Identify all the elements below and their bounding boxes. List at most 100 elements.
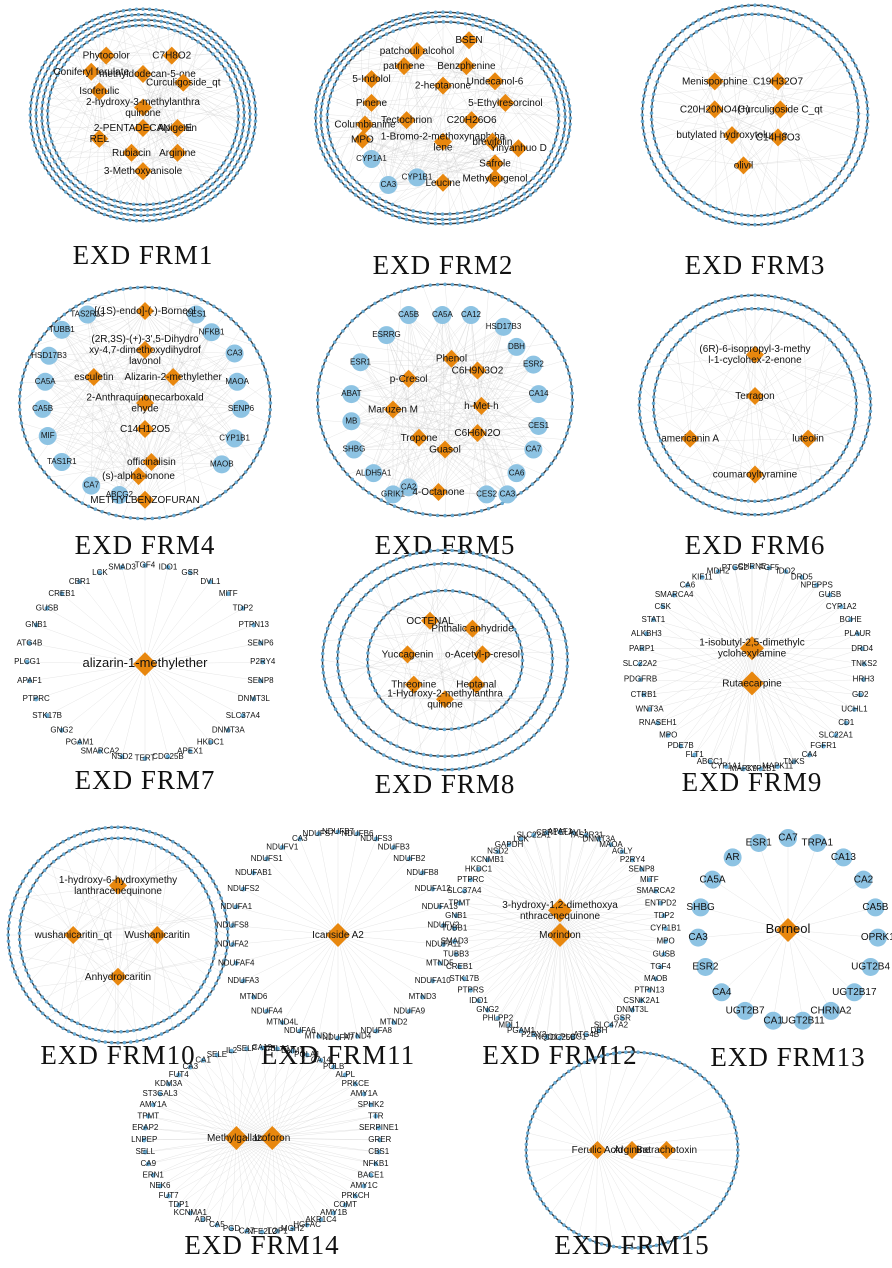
target-label: CD1 — [838, 718, 855, 727]
target-node — [847, 439, 851, 443]
target-label: AR — [726, 852, 740, 863]
target-node — [707, 759, 713, 765]
target-node — [809, 18, 814, 22]
target-node — [471, 751, 475, 755]
target-node — [50, 846, 55, 851]
target-node — [147, 829, 152, 834]
target-node — [669, 478, 673, 483]
target-node — [498, 210, 502, 215]
target-node — [385, 576, 390, 581]
target-node — [746, 512, 751, 517]
target-node — [67, 186, 72, 190]
target-node — [835, 52, 840, 56]
target-node — [834, 461, 838, 465]
target-node — [145, 213, 150, 218]
compound-label: olivil — [734, 160, 753, 171]
target-node — [646, 877, 652, 883]
target-node — [37, 89, 41, 94]
target-node — [201, 43, 206, 48]
target-node — [15, 890, 19, 895]
target-node — [61, 161, 65, 166]
target-node — [342, 1202, 348, 1208]
target-node — [244, 155, 249, 159]
target-node — [75, 48, 79, 53]
compound-label: 1-isobutyl-2,5-dimethylc yclohexylamine — [699, 637, 805, 659]
target-node — [107, 290, 111, 294]
target-label: NDUFA8 — [360, 1026, 392, 1035]
target-node — [330, 169, 335, 173]
target-node — [43, 137, 47, 141]
target-node — [246, 130, 251, 135]
target-node — [324, 74, 328, 78]
target-node — [520, 658, 525, 663]
target-node — [81, 30, 85, 34]
target-node — [637, 403, 642, 407]
target-node — [239, 326, 243, 331]
target-node — [472, 510, 477, 515]
target-label: APAF1 — [548, 827, 573, 836]
target-node — [113, 204, 117, 209]
compound-node — [746, 465, 764, 484]
target-node — [485, 1007, 490, 1013]
target-node — [691, 194, 696, 198]
target-label: MITF — [219, 589, 238, 598]
target-node — [339, 53, 343, 57]
target-node — [800, 23, 805, 28]
target-node — [179, 512, 183, 516]
target-node — [861, 365, 866, 370]
target-node — [179, 290, 183, 294]
target-node — [333, 707, 338, 712]
target-label: CA1 — [195, 1055, 211, 1064]
target-node — [375, 566, 380, 571]
compound-label: 2-hydroxy-3-methylanthra quinone — [86, 97, 200, 119]
target-node — [850, 376, 855, 381]
target-label: TUBB1 — [49, 325, 75, 334]
target-node — [865, 100, 869, 105]
target-node — [240, 605, 246, 611]
target-node — [52, 453, 71, 471]
target-node — [450, 589, 455, 593]
target-node — [659, 52, 663, 57]
target-node — [792, 506, 797, 510]
target-node — [97, 1039, 101, 1043]
target-node — [40, 65, 45, 70]
target-node — [31, 349, 35, 353]
target-node — [374, 31, 379, 35]
target-node — [619, 849, 625, 854]
target-node — [733, 511, 737, 515]
target-node — [344, 619, 349, 624]
target-node — [141, 1137, 147, 1143]
target-node — [811, 308, 815, 312]
target-node — [505, 616, 509, 621]
target-node — [865, 106, 870, 111]
target-node — [248, 464, 252, 469]
target-node — [350, 175, 355, 180]
target-node — [70, 1018, 74, 1023]
target-node — [611, 1244, 616, 1249]
target-node — [733, 295, 737, 299]
target-node — [116, 825, 120, 829]
target-label: ST3GAL3 — [142, 1089, 178, 1098]
target-node — [233, 74, 238, 79]
target-node — [426, 11, 430, 15]
target-node — [249, 143, 253, 148]
target-node — [371, 632, 375, 637]
target-node — [268, 407, 272, 412]
compound-node — [148, 926, 167, 944]
target-node — [31, 88, 36, 93]
target-node — [418, 564, 423, 568]
target-label: AMY1B — [320, 1208, 347, 1217]
target-node — [463, 725, 468, 729]
target-node — [42, 868, 47, 873]
target-node — [720, 298, 724, 302]
target-node — [456, 11, 460, 15]
target-node — [773, 511, 777, 515]
target-node — [36, 132, 40, 137]
compound-label: METHYLBENZOFURAN — [90, 494, 199, 505]
compound-node — [142, 453, 161, 471]
target-node — [326, 352, 330, 356]
target-node — [267, 414, 272, 419]
target-node — [171, 203, 176, 208]
target-node — [411, 219, 416, 223]
network-panel-14: CA12CELA1DNM1POLA1CA14POLBALPLPRKCEAMY1A… — [131, 1043, 399, 1260]
